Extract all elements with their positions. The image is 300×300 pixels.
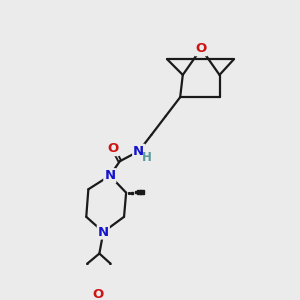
- Text: N: N: [98, 226, 109, 238]
- Text: O: O: [92, 288, 104, 300]
- Text: N: N: [104, 169, 116, 182]
- Text: N: N: [133, 145, 144, 158]
- Text: H: H: [142, 151, 152, 164]
- Text: O: O: [108, 142, 119, 155]
- Text: O: O: [196, 42, 207, 55]
